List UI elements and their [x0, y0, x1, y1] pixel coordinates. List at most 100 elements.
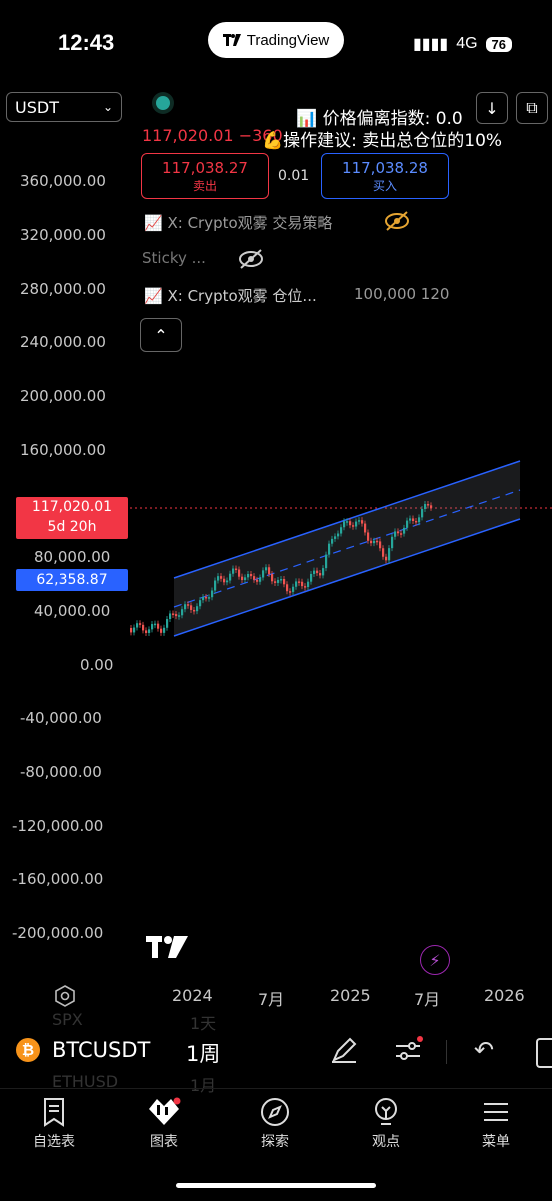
- candle-body: [259, 577, 262, 582]
- candle-body: [142, 624, 145, 631]
- undo-icon[interactable]: ↶: [474, 1036, 495, 1064]
- candle-body: [190, 605, 193, 610]
- tab-explore-label: 探索: [261, 1134, 289, 1150]
- currency-select[interactable]: USDT ⌄: [6, 92, 122, 122]
- scroll-down-button[interactable]: ↓: [476, 92, 508, 124]
- sliders-icon: [396, 1036, 423, 1060]
- legend-sticky[interactable]: Sticky ...: [142, 249, 206, 267]
- candle-body: [328, 543, 331, 555]
- collapse-legend-button[interactable]: ⌃: [140, 318, 182, 352]
- x-axis-label: 2025: [330, 986, 371, 1005]
- channel-mid-line: [173, 489, 521, 608]
- advice-text: 💪操作建议: 卖出总仓位的10%: [262, 131, 503, 151]
- arrow-down-icon: ↓: [485, 98, 499, 118]
- drawing-tool-button[interactable]: [330, 1036, 358, 1068]
- candle-body: [382, 548, 385, 557]
- ghost-interval-bottom: 1月: [190, 1076, 217, 1095]
- candle-body: [250, 574, 253, 577]
- flex-icon: 💪: [262, 131, 284, 151]
- candle-body: [229, 573, 232, 581]
- indicators-button[interactable]: [394, 1036, 424, 1068]
- candle-body: [364, 523, 367, 533]
- candle-body: [355, 521, 358, 527]
- ghost-symbol-bottom: ETHUSD: [52, 1072, 119, 1091]
- candle-body: [421, 508, 424, 518]
- more-tools-icon[interactable]: [536, 1038, 552, 1068]
- candle-body: [349, 521, 352, 526]
- connection-dot-icon: [156, 96, 170, 110]
- candle-body: [322, 568, 325, 576]
- symbol-button[interactable]: BTCUSDT: [52, 1038, 151, 1062]
- status-indicators: ▮▮▮▮ 4G 76: [413, 34, 512, 54]
- hidden-eye-icon[interactable]: [238, 248, 264, 274]
- x-axis-label: 2024: [172, 986, 213, 1005]
- candle-body: [343, 521, 346, 528]
- candle-body: [136, 623, 139, 628]
- legend-strategy[interactable]: 📈 X: Crypto观雾 交易策略: [144, 214, 333, 232]
- currency-select-value: USDT: [15, 97, 59, 117]
- buy-button[interactable]: 117,038.28 买入: [321, 153, 449, 199]
- symbol-bar: SPX 1天 ₿ BTCUSDT 1周 ETHUSD 1月 ↶: [0, 1010, 552, 1095]
- tab-explore[interactable]: 探索: [235, 1097, 315, 1151]
- lightning-icon[interactable]: ⚡: [420, 945, 450, 975]
- app-pill[interactable]: TradingView: [208, 22, 344, 58]
- tab-watchlist-label: 自选表: [33, 1134, 75, 1150]
- tab-ideas-label: 观点: [372, 1134, 400, 1150]
- interval-button[interactable]: 1周: [186, 1042, 221, 1066]
- candle-body: [298, 581, 301, 583]
- candle-body: [178, 615, 181, 617]
- legend-position[interactable]: 📈 X: Crypto观雾 仓位...: [144, 287, 317, 305]
- candle-body: [286, 584, 289, 592]
- tab-watchlist[interactable]: 自选表: [14, 1097, 94, 1151]
- bitcoin-icon: ₿: [16, 1038, 40, 1062]
- candle-body: [166, 619, 169, 628]
- bar-chart-icon: 📊: [296, 109, 318, 129]
- candle-body: [376, 540, 379, 543]
- tab-menu-label: 菜单: [482, 1134, 510, 1150]
- current-price-tag: 117,020.01 5d 20h: [16, 497, 128, 539]
- candle-body: [385, 556, 388, 561]
- candle-body: [277, 579, 280, 583]
- y-axis-label: 360,000.00: [20, 172, 106, 190]
- app-pill-label: TradingView: [246, 31, 330, 49]
- battery-icon: 76: [485, 36, 512, 52]
- chart-up-icon: 📈: [144, 214, 163, 232]
- candle-body: [406, 520, 409, 528]
- candle-body: [358, 520, 361, 522]
- fullscreen-button[interactable]: ⧉: [516, 92, 548, 124]
- candle-body: [163, 627, 166, 633]
- y-axis-label: 0.00: [80, 656, 114, 674]
- signal-icon: ▮▮▮▮: [412, 36, 449, 53]
- price-chart[interactable]: [0, 0, 552, 1000]
- candle-body: [352, 525, 355, 527]
- compass-icon: [261, 1098, 289, 1126]
- candle-body: [145, 630, 148, 633]
- candle-body: [256, 579, 259, 582]
- candle-body: [181, 609, 184, 616]
- candle-body: [304, 586, 307, 588]
- candle-body: [331, 538, 334, 544]
- candle-body: [427, 504, 430, 506]
- candle-body: [337, 533, 340, 537]
- tab-menu[interactable]: 菜单: [456, 1097, 536, 1151]
- candle-body: [193, 609, 196, 612]
- candle-body: [202, 596, 205, 601]
- bar-countdown: 5d 20h: [47, 519, 97, 535]
- candle-body: [292, 586, 295, 592]
- candle-body: [223, 578, 226, 583]
- chart-settings-icon[interactable]: [54, 985, 76, 1011]
- tab-chart[interactable]: 图表: [124, 1097, 204, 1151]
- home-indicator: [176, 1183, 376, 1188]
- candle-body: [247, 574, 250, 578]
- candle-body: [211, 590, 214, 598]
- candle-body: [160, 628, 163, 633]
- y-axis-label: -120,000.00: [12, 817, 104, 835]
- sell-button[interactable]: 117,038.27 卖出: [141, 153, 269, 199]
- candle-body: [391, 536, 394, 549]
- candle-body: [310, 573, 313, 582]
- candle-body: [214, 580, 217, 591]
- tab-ideas[interactable]: 观点: [346, 1097, 426, 1151]
- candle-body: [169, 613, 172, 620]
- candle-body: [412, 518, 415, 522]
- hidden-eye-icon[interactable]: [384, 210, 410, 236]
